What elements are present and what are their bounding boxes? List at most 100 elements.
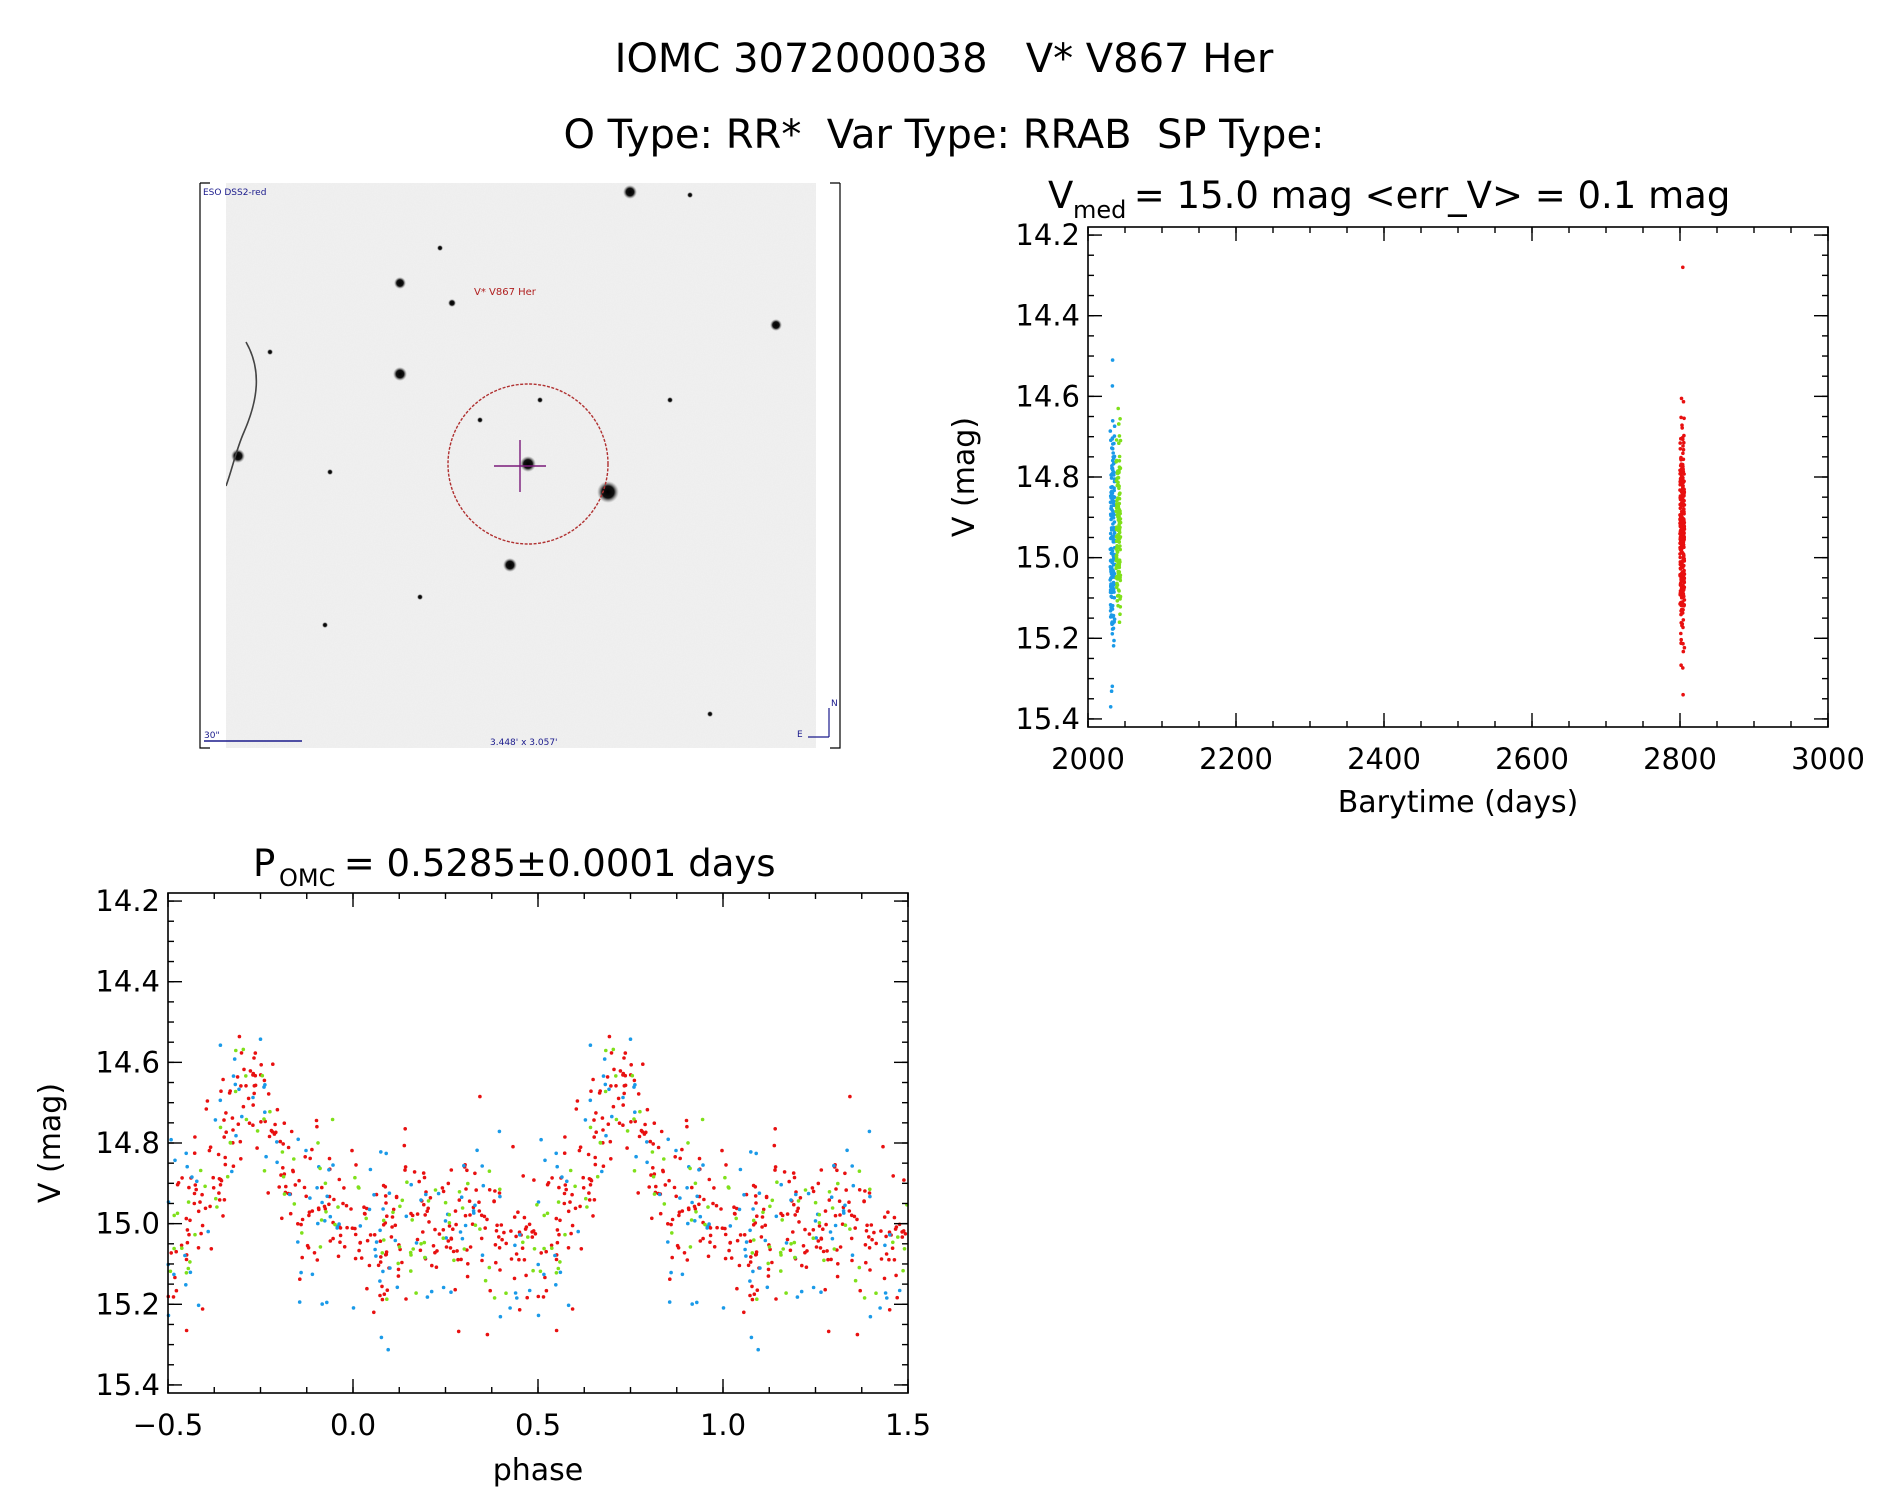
chart1-point-blue bbox=[1109, 473, 1113, 477]
chart2-point-blue bbox=[379, 1150, 383, 1154]
chart1-point-blue bbox=[1111, 626, 1116, 631]
chart2-point-blue bbox=[843, 1203, 847, 1208]
chart2-point-red bbox=[900, 1235, 905, 1239]
chart2-point-red bbox=[196, 1209, 201, 1214]
chart2-point-red bbox=[422, 1202, 426, 1207]
chart2-point-red bbox=[848, 1094, 852, 1099]
chart2-point-red bbox=[231, 1164, 236, 1168]
chart2-point-blue bbox=[444, 1236, 449, 1240]
chart1-point-red bbox=[1679, 396, 1684, 401]
chart2-point-green bbox=[380, 1251, 385, 1255]
chart2-point-red bbox=[641, 1062, 645, 1066]
chart2-ylabel: V (mag) bbox=[33, 1083, 68, 1203]
chart2-point-red bbox=[643, 1122, 647, 1127]
chart2-point-red bbox=[674, 1194, 678, 1199]
chart2-point-blue bbox=[657, 1192, 662, 1197]
chart2-point-red bbox=[850, 1258, 854, 1263]
chart2-point-red bbox=[238, 1139, 243, 1144]
chart2-point-red bbox=[618, 1069, 623, 1073]
chart2-point-red bbox=[338, 1233, 343, 1238]
chart2-point-red bbox=[527, 1222, 532, 1227]
chart2-point-red bbox=[282, 1121, 287, 1125]
chart2-point-red bbox=[625, 1146, 629, 1150]
chart2-point-green bbox=[874, 1291, 878, 1295]
chart2-point-green bbox=[868, 1187, 872, 1192]
chart2-point-red bbox=[307, 1210, 312, 1214]
chart2-point-red bbox=[797, 1220, 801, 1224]
chart2-point-green bbox=[767, 1245, 772, 1249]
chart2-point-red bbox=[336, 1254, 341, 1259]
chart1-point-blue bbox=[1110, 595, 1114, 600]
chart2-point-red bbox=[651, 1166, 655, 1170]
chart2-point-green bbox=[755, 1297, 759, 1301]
chart2-point-red bbox=[684, 1118, 689, 1123]
chart2-point-blue bbox=[690, 1302, 694, 1306]
chart2-point-red bbox=[280, 1216, 284, 1221]
chart2-point-blue bbox=[213, 1118, 218, 1122]
chart2-point-blue bbox=[443, 1219, 448, 1223]
chart2-point-red bbox=[591, 1214, 595, 1218]
chart2-point-red bbox=[465, 1274, 470, 1279]
chart2-point-red bbox=[302, 1185, 307, 1190]
chart2-point-red bbox=[425, 1209, 430, 1213]
chart2-point-red bbox=[185, 1228, 190, 1232]
chart2-point-green bbox=[441, 1236, 446, 1240]
chart2-point-blue bbox=[184, 1151, 188, 1156]
chart2-point-red bbox=[821, 1227, 825, 1231]
chart2-point-red bbox=[573, 1206, 578, 1211]
chart2-point-red bbox=[273, 1122, 277, 1127]
chart2-point-red bbox=[586, 1152, 591, 1157]
chart2-point-green bbox=[385, 1297, 389, 1301]
chart2-point-red bbox=[570, 1192, 574, 1197]
chart2-axes: −0.5 0.0 0.5 1.0 1.5 14.2 14.4 14.6 14.8 15.0 15.2… bbox=[95, 884, 931, 1442]
chart2-point-red bbox=[810, 1186, 815, 1190]
chart2-point-blue bbox=[196, 1303, 201, 1308]
finder-star bbox=[623, 185, 637, 199]
chart1-point-red bbox=[1678, 488, 1682, 492]
chart2-point-red bbox=[437, 1232, 442, 1236]
chart2-point-blue bbox=[603, 1082, 608, 1087]
chart2-point-blue bbox=[337, 1222, 341, 1226]
chart2-point-green bbox=[218, 1125, 223, 1130]
chart2-point-green bbox=[498, 1187, 502, 1192]
chart2-point-green bbox=[318, 1166, 322, 1171]
chart2-point-red bbox=[577, 1148, 582, 1153]
chart2-point-green bbox=[414, 1291, 418, 1295]
chart2-point-blue bbox=[449, 1290, 453, 1294]
chart2-point-red bbox=[357, 1248, 361, 1253]
chart2-point-red bbox=[200, 1307, 205, 1311]
chart2-point-red bbox=[328, 1239, 333, 1243]
chart2-point-red bbox=[546, 1181, 551, 1185]
chart2-point-red bbox=[864, 1229, 869, 1233]
chart2-point-red bbox=[304, 1194, 309, 1199]
chart2-point-red bbox=[570, 1307, 575, 1311]
chart2-point-red bbox=[193, 1135, 197, 1139]
chart2-point-red bbox=[894, 1225, 899, 1229]
chart2-x-tick-label: 0.5 bbox=[515, 1408, 561, 1442]
chart2-point-blue bbox=[774, 1214, 779, 1219]
chart2-point-red bbox=[843, 1171, 847, 1176]
chart2-point-red bbox=[652, 1121, 657, 1125]
chart2-point-blue bbox=[388, 1266, 392, 1270]
chart2-point-red bbox=[807, 1232, 812, 1236]
chart2-point-blue bbox=[335, 1226, 340, 1230]
chart1-point-blue bbox=[1110, 489, 1114, 494]
chart2-point-red bbox=[579, 1247, 584, 1251]
chart2-point-green bbox=[193, 1232, 197, 1237]
chart2-point-red bbox=[648, 1139, 653, 1144]
chart2-point-blue bbox=[543, 1158, 547, 1163]
chart2-point-red bbox=[196, 1246, 201, 1250]
chart2-point-red bbox=[470, 1222, 475, 1226]
chart2-point-red bbox=[384, 1252, 389, 1257]
chart2-point-red bbox=[623, 1051, 628, 1055]
chart2-point-blue bbox=[419, 1198, 423, 1202]
chart2-point-red bbox=[729, 1256, 734, 1260]
chart2-point-green bbox=[752, 1238, 756, 1242]
chart2-point-red bbox=[188, 1218, 192, 1223]
chart2-point-green bbox=[423, 1255, 427, 1260]
chart2-point-blue bbox=[583, 1118, 588, 1122]
chart1-point-red bbox=[1681, 529, 1686, 533]
chart2-point-red bbox=[494, 1260, 498, 1265]
chart2-point-red bbox=[394, 1195, 399, 1200]
chart2-y-tick-label: 14.8 bbox=[95, 1126, 160, 1160]
